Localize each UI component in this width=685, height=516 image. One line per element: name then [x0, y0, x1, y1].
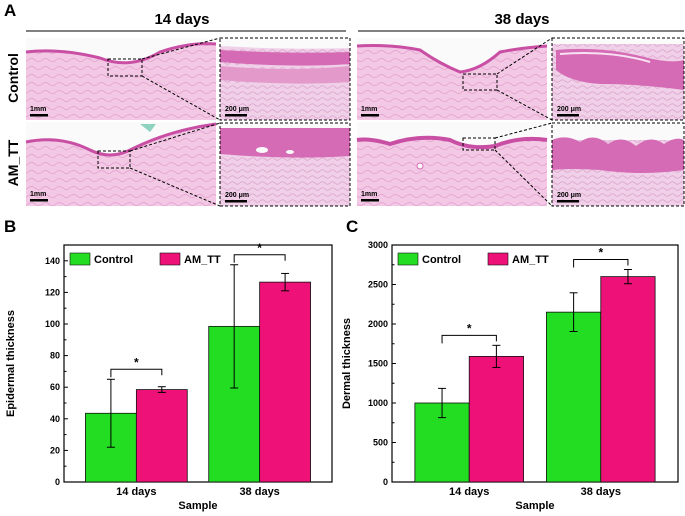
scale-1mm-d: 1mm [361, 191, 377, 198]
bar-am-tt [135, 389, 188, 483]
x-tick-label: 38 days [581, 486, 621, 498]
significance-star: * [257, 241, 262, 255]
y-tick-label: 120 [45, 287, 60, 297]
y-tick-label: 500 [373, 438, 388, 448]
scale-1mm-b: 1mm [30, 191, 46, 198]
significance-bracket [573, 258, 629, 268]
y-tick-label: 1500 [368, 359, 388, 369]
panel-letter: B [4, 217, 16, 236]
x-tick-label: 14 days [116, 486, 156, 498]
zoom-line-2a [129, 122, 221, 152]
x-axis-label: Sample [515, 500, 554, 512]
y-tick-label: 80 [50, 351, 60, 361]
scale-200-a: 200 μm [225, 106, 249, 113]
header-14-days: 14 days [154, 11, 209, 28]
legend-label: Control [94, 254, 133, 266]
legend-swatch-am-tt [159, 252, 181, 266]
y-tick-label: 2500 [368, 280, 388, 290]
panel-letter: C [346, 217, 358, 236]
chart-epidermal-thickness: B 0 20 40 60 80 100 120 140 14 days * 38 days * Sampl… [4, 217, 333, 512]
micrograph-am-14-overview: 1mm [25, 122, 217, 206]
significance-star: * [598, 245, 603, 259]
y-axis-label: Dermal thickness [341, 318, 353, 409]
bar-am-tt [468, 355, 524, 483]
micrograph-am-38-overview: 1mm [356, 122, 548, 206]
micrograph-control-38-zoom: 200 μm [551, 37, 685, 121]
x-tick-label: 14 days [449, 486, 489, 498]
legend-swatch-control [69, 252, 91, 266]
scale-200-b: 200 μm [225, 192, 249, 199]
legend-label: AM_TT [184, 254, 221, 266]
legend-label: Control [422, 254, 461, 266]
zoom-line-3b [496, 89, 553, 121]
scale-200-c: 200 μm [557, 106, 581, 113]
micrograph-control-38-overview: 1mm [356, 38, 548, 120]
y-tick-label: 0 [55, 477, 60, 487]
y-tick-label: 60 [50, 382, 60, 392]
zoom-line-3a [496, 37, 553, 75]
bar-control [546, 311, 602, 483]
legend-label: AM_TT [512, 254, 549, 266]
panel-a-letter: A [4, 1, 16, 20]
row-label-control: Control [5, 53, 21, 103]
y-tick-label: 2000 [368, 319, 388, 329]
y-tick-label: 140 [45, 256, 60, 266]
micrograph-am-38-zoom: 200 μm [551, 122, 685, 207]
y-tick-label: 3000 [368, 240, 388, 250]
legend-swatch-am-tt [487, 252, 509, 266]
micrograph-control-14-zoom: 200 μm [219, 37, 351, 121]
significance-bracket [441, 334, 497, 344]
plot-frame [63, 244, 333, 483]
significance-star: * [467, 321, 472, 335]
micrograph-am-14-zoom: 200 μm [219, 122, 351, 207]
x-tick-label: 38 days [239, 486, 279, 498]
y-tick-label: 1000 [368, 398, 388, 408]
chart-dermal-thickness: C 0 500 1000 1500 2000 2500 3000 14 days * 38 days… [341, 217, 679, 512]
significance-bracket [110, 368, 163, 378]
y-tick-label: 100 [45, 319, 60, 329]
scale-1mm-c: 1mm [361, 106, 377, 113]
y-tick-label: 0 [383, 477, 388, 487]
zoom-line-2b [129, 167, 221, 207]
scale-1mm-a: 1mm [30, 106, 46, 113]
x-axis-label: Sample [178, 500, 217, 512]
y-tick-label: 20 [50, 445, 60, 455]
significance-bracket [233, 254, 286, 263]
significance-star: * [134, 355, 139, 369]
legend-swatch-control [397, 252, 419, 266]
y-axis-label: Epidermal thickness [5, 310, 17, 417]
bar-am-tt [259, 281, 311, 483]
zoom-line-4b [494, 149, 553, 207]
bar-am-tt [600, 276, 656, 483]
row-label-am-tt: AM_TT [5, 139, 21, 186]
zoom-line-1a [141, 37, 221, 60]
header-38-days: 38 days [494, 11, 549, 28]
scale-200-d: 200 μm [557, 192, 581, 199]
y-tick-label: 40 [50, 414, 60, 424]
micrograph-control-14-overview: 1mm [25, 38, 217, 120]
